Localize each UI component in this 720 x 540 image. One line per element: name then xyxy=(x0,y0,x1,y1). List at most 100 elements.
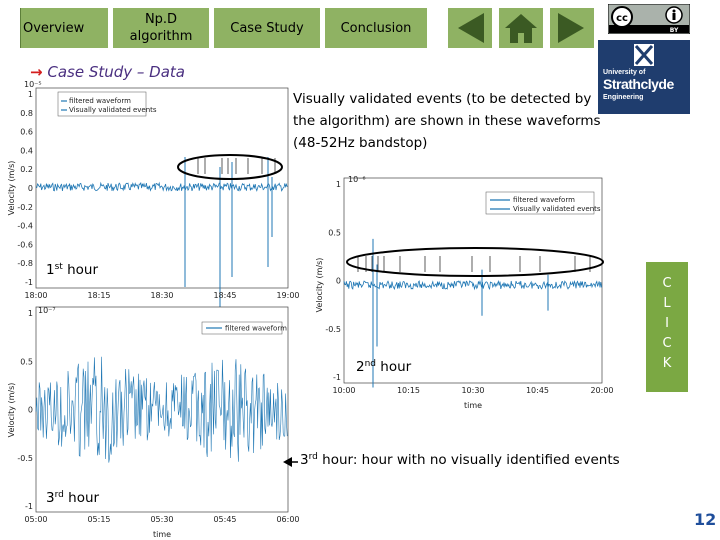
click-button[interactable]: C L I C K xyxy=(646,262,688,392)
plot3-arrow-head xyxy=(283,457,292,467)
y-tick-label: -1 xyxy=(333,373,341,382)
plot1-legend-1: filtered waveform xyxy=(69,97,131,105)
plot3-xlabel: time xyxy=(153,530,171,539)
caption-hour-3-num: 3 xyxy=(46,490,55,506)
plot1-legend xyxy=(57,91,147,117)
x-tick-label: 10:30 xyxy=(461,386,484,395)
x-tick-label: 05:45 xyxy=(213,515,236,524)
y-tick-label: -1 xyxy=(25,278,33,287)
plot3-signal xyxy=(35,356,288,463)
y-tick-label: 1 xyxy=(28,309,33,318)
y-tick-label: 0.6 xyxy=(20,128,33,137)
slide-description: Visually validated events (to be detecte… xyxy=(293,91,601,151)
x-tick-label: 18:30 xyxy=(150,291,173,300)
y-tick-label: -0.5 xyxy=(17,454,33,463)
y-tick-label: 0.5 xyxy=(328,228,341,237)
x-tick-label: 05:15 xyxy=(87,515,110,524)
plot1-ylabel: Velocity (m/s) xyxy=(7,161,16,216)
plot3-exponent: 10⁻⁷ xyxy=(38,306,56,315)
plot1-ticks: 1 0.8 0.6 0.4 0.2 0 -0.2 -0.4 -0.6 -0.8 -1 18:00 18:… xyxy=(17,90,299,300)
plot3-legend-1: filtered waveform xyxy=(225,325,287,333)
logo-line-3: Engineering xyxy=(603,94,644,101)
caption-hour-3-note-rest: hour: hour with no visually identified e… xyxy=(317,452,620,468)
x-tick-label: 10:15 xyxy=(397,386,420,395)
y-tick-label: 0.4 xyxy=(20,146,33,155)
caption-hour-3-rest: hour xyxy=(63,490,100,506)
signal-trace xyxy=(343,279,602,291)
home-icon xyxy=(505,14,537,43)
caption-hour-1-rest: hour xyxy=(62,262,99,278)
caption-hour-3-sup: rd xyxy=(54,490,64,500)
plot1-legend-2: Visually validated events xyxy=(69,106,157,114)
y-tick-label: -0.5 xyxy=(325,325,341,334)
previous-slide-button[interactable] xyxy=(448,8,492,48)
logo-line-2: Strathclyde xyxy=(603,76,674,92)
arrow-icon: → xyxy=(30,63,43,81)
y-tick-label: 0.2 xyxy=(20,165,33,174)
caption-hour-1: 1st hour xyxy=(46,262,98,278)
y-tick-label: 1 xyxy=(28,90,33,99)
saltire-crest-icon xyxy=(634,44,654,66)
caption-hour-2-rest: hour xyxy=(376,359,412,375)
right-triangle-icon xyxy=(558,13,584,43)
signal-trace xyxy=(35,181,288,192)
x-tick-label: 10:00 xyxy=(332,386,355,395)
next-slide-button[interactable] xyxy=(550,8,594,48)
caption-hour-1-num: 1 xyxy=(46,262,55,278)
y-tick-label: 1 xyxy=(336,180,341,189)
plot1-signal xyxy=(35,157,288,307)
x-tick-label: 18:45 xyxy=(213,291,236,300)
x-tick-label: 05:00 xyxy=(24,515,47,524)
caption-hour-3-note-num: 3 xyxy=(300,452,309,468)
y-tick-label: 0 xyxy=(336,277,341,286)
plot2-event-highlight xyxy=(346,247,604,277)
plot2-ylabel: Velocity (m/s) xyxy=(315,258,324,313)
caption-hour-3: 3rd hour xyxy=(46,490,99,506)
y-tick-label: 0 xyxy=(28,406,33,415)
slide-heading: → Case Study – Data xyxy=(30,63,185,81)
home-button[interactable] xyxy=(499,8,543,48)
caption-hour-2-num: 2 xyxy=(356,359,365,375)
left-triangle-icon xyxy=(458,13,484,43)
y-tick-label: -0.6 xyxy=(17,240,33,249)
click-letter: C xyxy=(662,276,672,291)
x-tick-label: 05:30 xyxy=(150,515,173,524)
plot2-legend-1: filtered waveform xyxy=(513,196,575,204)
university-logo: University of Strathclyde Engineering xyxy=(598,40,690,114)
caption-hour-1-sup: st xyxy=(54,262,63,272)
plot3-frame xyxy=(35,306,289,513)
plot3-ticks: 1 0.5 0 -0.5 -1 05:00 05:15 05:30 05:45 06:00 xyxy=(17,309,299,524)
plot2-exponent: 10⁻⁶ xyxy=(348,175,366,184)
plot1-exponent: 10⁻⁵ xyxy=(24,80,42,89)
nav-overview-button[interactable]: Overview xyxy=(20,8,108,48)
signal-trace xyxy=(35,356,288,463)
page-number: 12 xyxy=(694,510,717,529)
y-tick-label: 0 xyxy=(28,184,33,193)
svg-text:BY: BY xyxy=(670,27,679,34)
x-tick-label: 06:00 xyxy=(276,515,299,524)
plot2-ticks: 1 0.5 0 -0.5 -1 10:00 10:15 10:30 10:45 20:00 xyxy=(325,180,613,395)
nav-npd-algorithm-button[interactable]: Np.D algorithm xyxy=(113,8,209,48)
plot3-ylabel: Velocity (m/s) xyxy=(7,383,16,438)
click-letter: K xyxy=(662,356,672,371)
x-tick-label: 18:00 xyxy=(24,291,47,300)
click-letter: I xyxy=(665,316,669,331)
plot2-signal xyxy=(343,238,602,388)
click-letter: L xyxy=(663,296,671,311)
plot2-xlabel: time xyxy=(464,401,482,410)
y-tick-label: -0.4 xyxy=(17,222,33,231)
caption-hour-3-note: 3rd hour: hour with no visually identifi… xyxy=(300,452,620,468)
logo-line-1: University of xyxy=(603,69,646,76)
svg-text:cc: cc xyxy=(616,13,628,24)
y-tick-label: 0.8 xyxy=(20,109,33,118)
cc-by-license-icon: cc BY xyxy=(608,4,690,34)
y-tick-label: -0.2 xyxy=(17,203,33,212)
y-tick-label: -1 xyxy=(25,502,33,511)
y-tick-label: 0.5 xyxy=(20,357,33,366)
nav-case-study-button[interactable]: Case Study xyxy=(214,8,320,48)
slide-heading-text: Case Study – Data xyxy=(47,63,185,81)
caption-hour-3-note-sup: rd xyxy=(308,452,318,462)
nav-conclusion-button[interactable]: Conclusion xyxy=(325,8,427,48)
x-tick-label: 18:15 xyxy=(87,291,110,300)
